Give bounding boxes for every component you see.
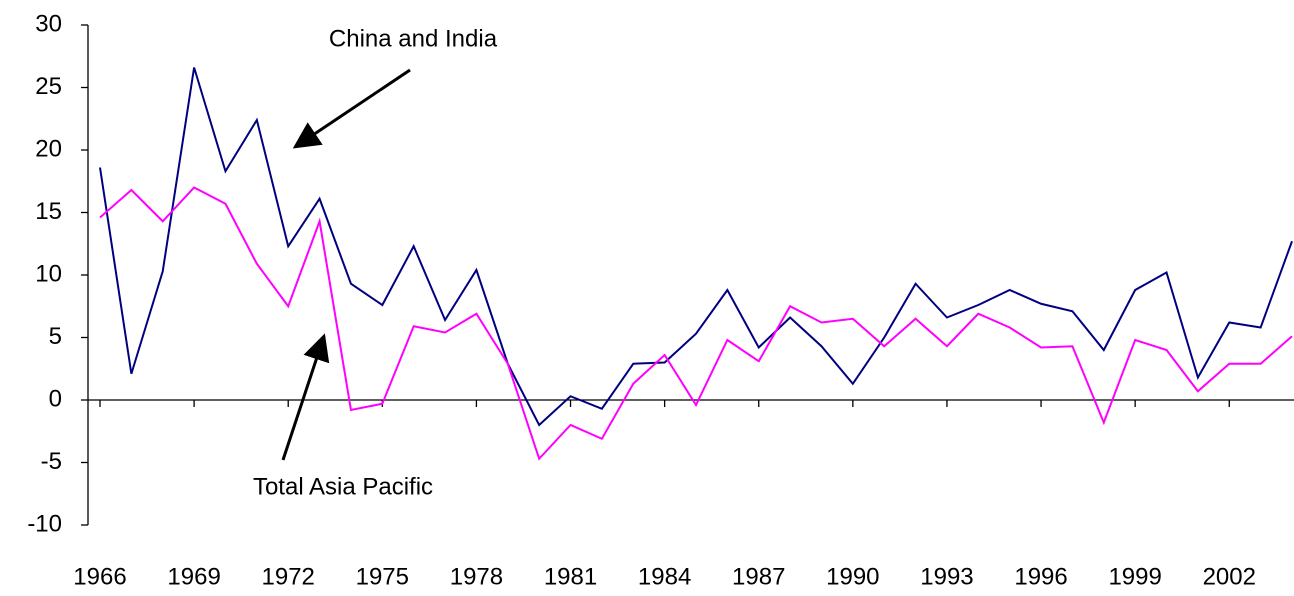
annotation-arrow: [292, 68, 411, 149]
x-tick-label: 1984: [638, 563, 691, 590]
y-tick-label: 0: [49, 385, 62, 412]
x-tick-label: 1990: [826, 563, 879, 590]
x-tick-label: 1975: [356, 563, 409, 590]
x-tick-label: 1969: [167, 563, 220, 590]
y-tick-label: 15: [35, 198, 62, 225]
y-tick-label: 10: [35, 260, 62, 287]
y-tick-label: 5: [49, 323, 62, 350]
y-tick-label: 25: [35, 73, 62, 100]
x-tick-label: 1993: [920, 563, 973, 590]
x-tick-label: 1972: [262, 563, 315, 590]
series-line: [99, 67, 1293, 427]
y-tick-label: -10: [27, 510, 62, 537]
x-tick-label: 1999: [1108, 563, 1161, 590]
x-tick-label: 1981: [544, 563, 597, 590]
y-tick-label: 30: [35, 10, 62, 37]
series-label: Total Asia Pacific: [253, 473, 433, 500]
annotation-arrow: [281, 333, 330, 461]
y-tick-label: -5: [41, 448, 62, 475]
x-tick-label: 1987: [732, 563, 785, 590]
series-line: [99, 186, 1293, 461]
series-label: China and India: [329, 25, 498, 52]
x-tick-label: 1978: [450, 563, 503, 590]
x-tick-label: 1966: [73, 563, 126, 590]
y-tick-label: 20: [35, 135, 62, 162]
x-tick-label: 2002: [1203, 563, 1256, 590]
x-tick-label: 1996: [1014, 563, 1067, 590]
